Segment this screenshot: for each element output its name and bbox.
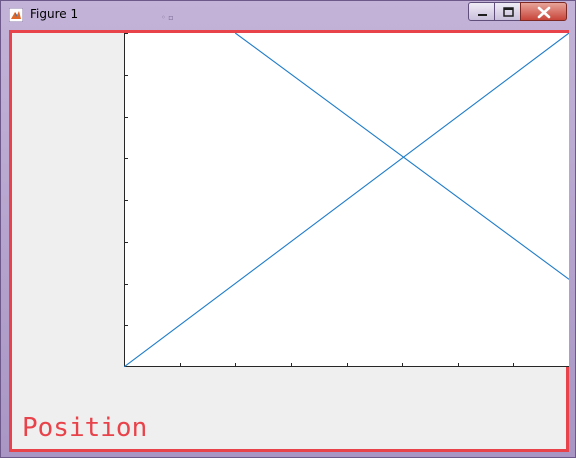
position-label: Position <box>22 413 148 443</box>
matlab-icon <box>9 8 23 22</box>
close-icon <box>537 6 551 19</box>
maximize-button[interactable] <box>494 2 521 21</box>
window-title-shadow: ◦ ▫ <box>161 13 174 22</box>
line-plot <box>124 33 569 367</box>
minimize-icon <box>478 14 487 16</box>
series-line-2 <box>234 33 569 280</box>
axes[interactable] <box>124 33 569 367</box>
minimize-button[interactable] <box>468 2 495 21</box>
maximize-icon <box>503 7 514 17</box>
figure-canvas: Position <box>9 30 569 452</box>
window-title: Figure 1 <box>30 7 79 21</box>
close-button[interactable] <box>520 2 567 21</box>
series-line-1 <box>124 33 569 367</box>
title-bar[interactable]: Figure 1 ◦ ▫ <box>1 1 575 29</box>
